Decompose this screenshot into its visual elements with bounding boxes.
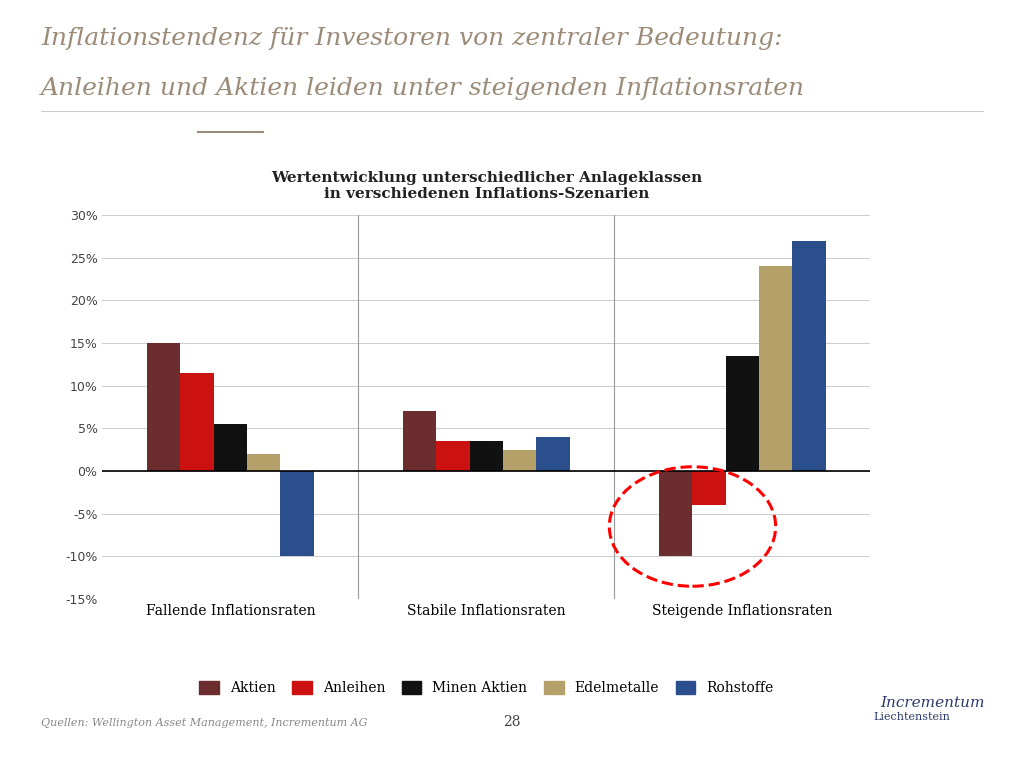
Bar (281, 471, 313, 556)
Bar (247, 454, 281, 471)
Bar (692, 471, 726, 505)
Text: Incrementum: Incrementum (881, 697, 985, 710)
Bar (470, 441, 503, 471)
Bar (436, 441, 470, 471)
Bar (793, 240, 825, 471)
Bar (726, 356, 759, 471)
Bar (503, 450, 537, 471)
Title: Wertentwicklung unterschiedlicher Anlageklassen
in verschiedenen Inflations-Szen: Wertentwicklung unterschiedlicher Anlage… (270, 171, 702, 201)
Legend: Aktien, Anleihen, Minen Aktien, Edelmetalle, Rohstoffe: Aktien, Anleihen, Minen Aktien, Edelmeta… (194, 675, 779, 700)
Bar (659, 471, 692, 556)
Text: Quellen: Wellington Asset Management, Incrementum AG: Quellen: Wellington Asset Management, In… (41, 718, 368, 728)
Bar (759, 266, 793, 471)
Text: Liechtenstein: Liechtenstein (872, 712, 950, 722)
Text: Anleihen und Aktien leiden unter steigenden Inflationsraten: Anleihen und Aktien leiden unter steigen… (41, 77, 805, 100)
Bar (403, 412, 436, 471)
Bar (214, 424, 247, 471)
Text: Inflationstendenz für Investoren von zentraler Bedeutung:: Inflationstendenz für Investoren von zen… (41, 27, 782, 50)
Bar (537, 437, 569, 471)
Bar (147, 343, 180, 471)
Text: 28: 28 (503, 715, 521, 729)
Bar (180, 373, 214, 471)
